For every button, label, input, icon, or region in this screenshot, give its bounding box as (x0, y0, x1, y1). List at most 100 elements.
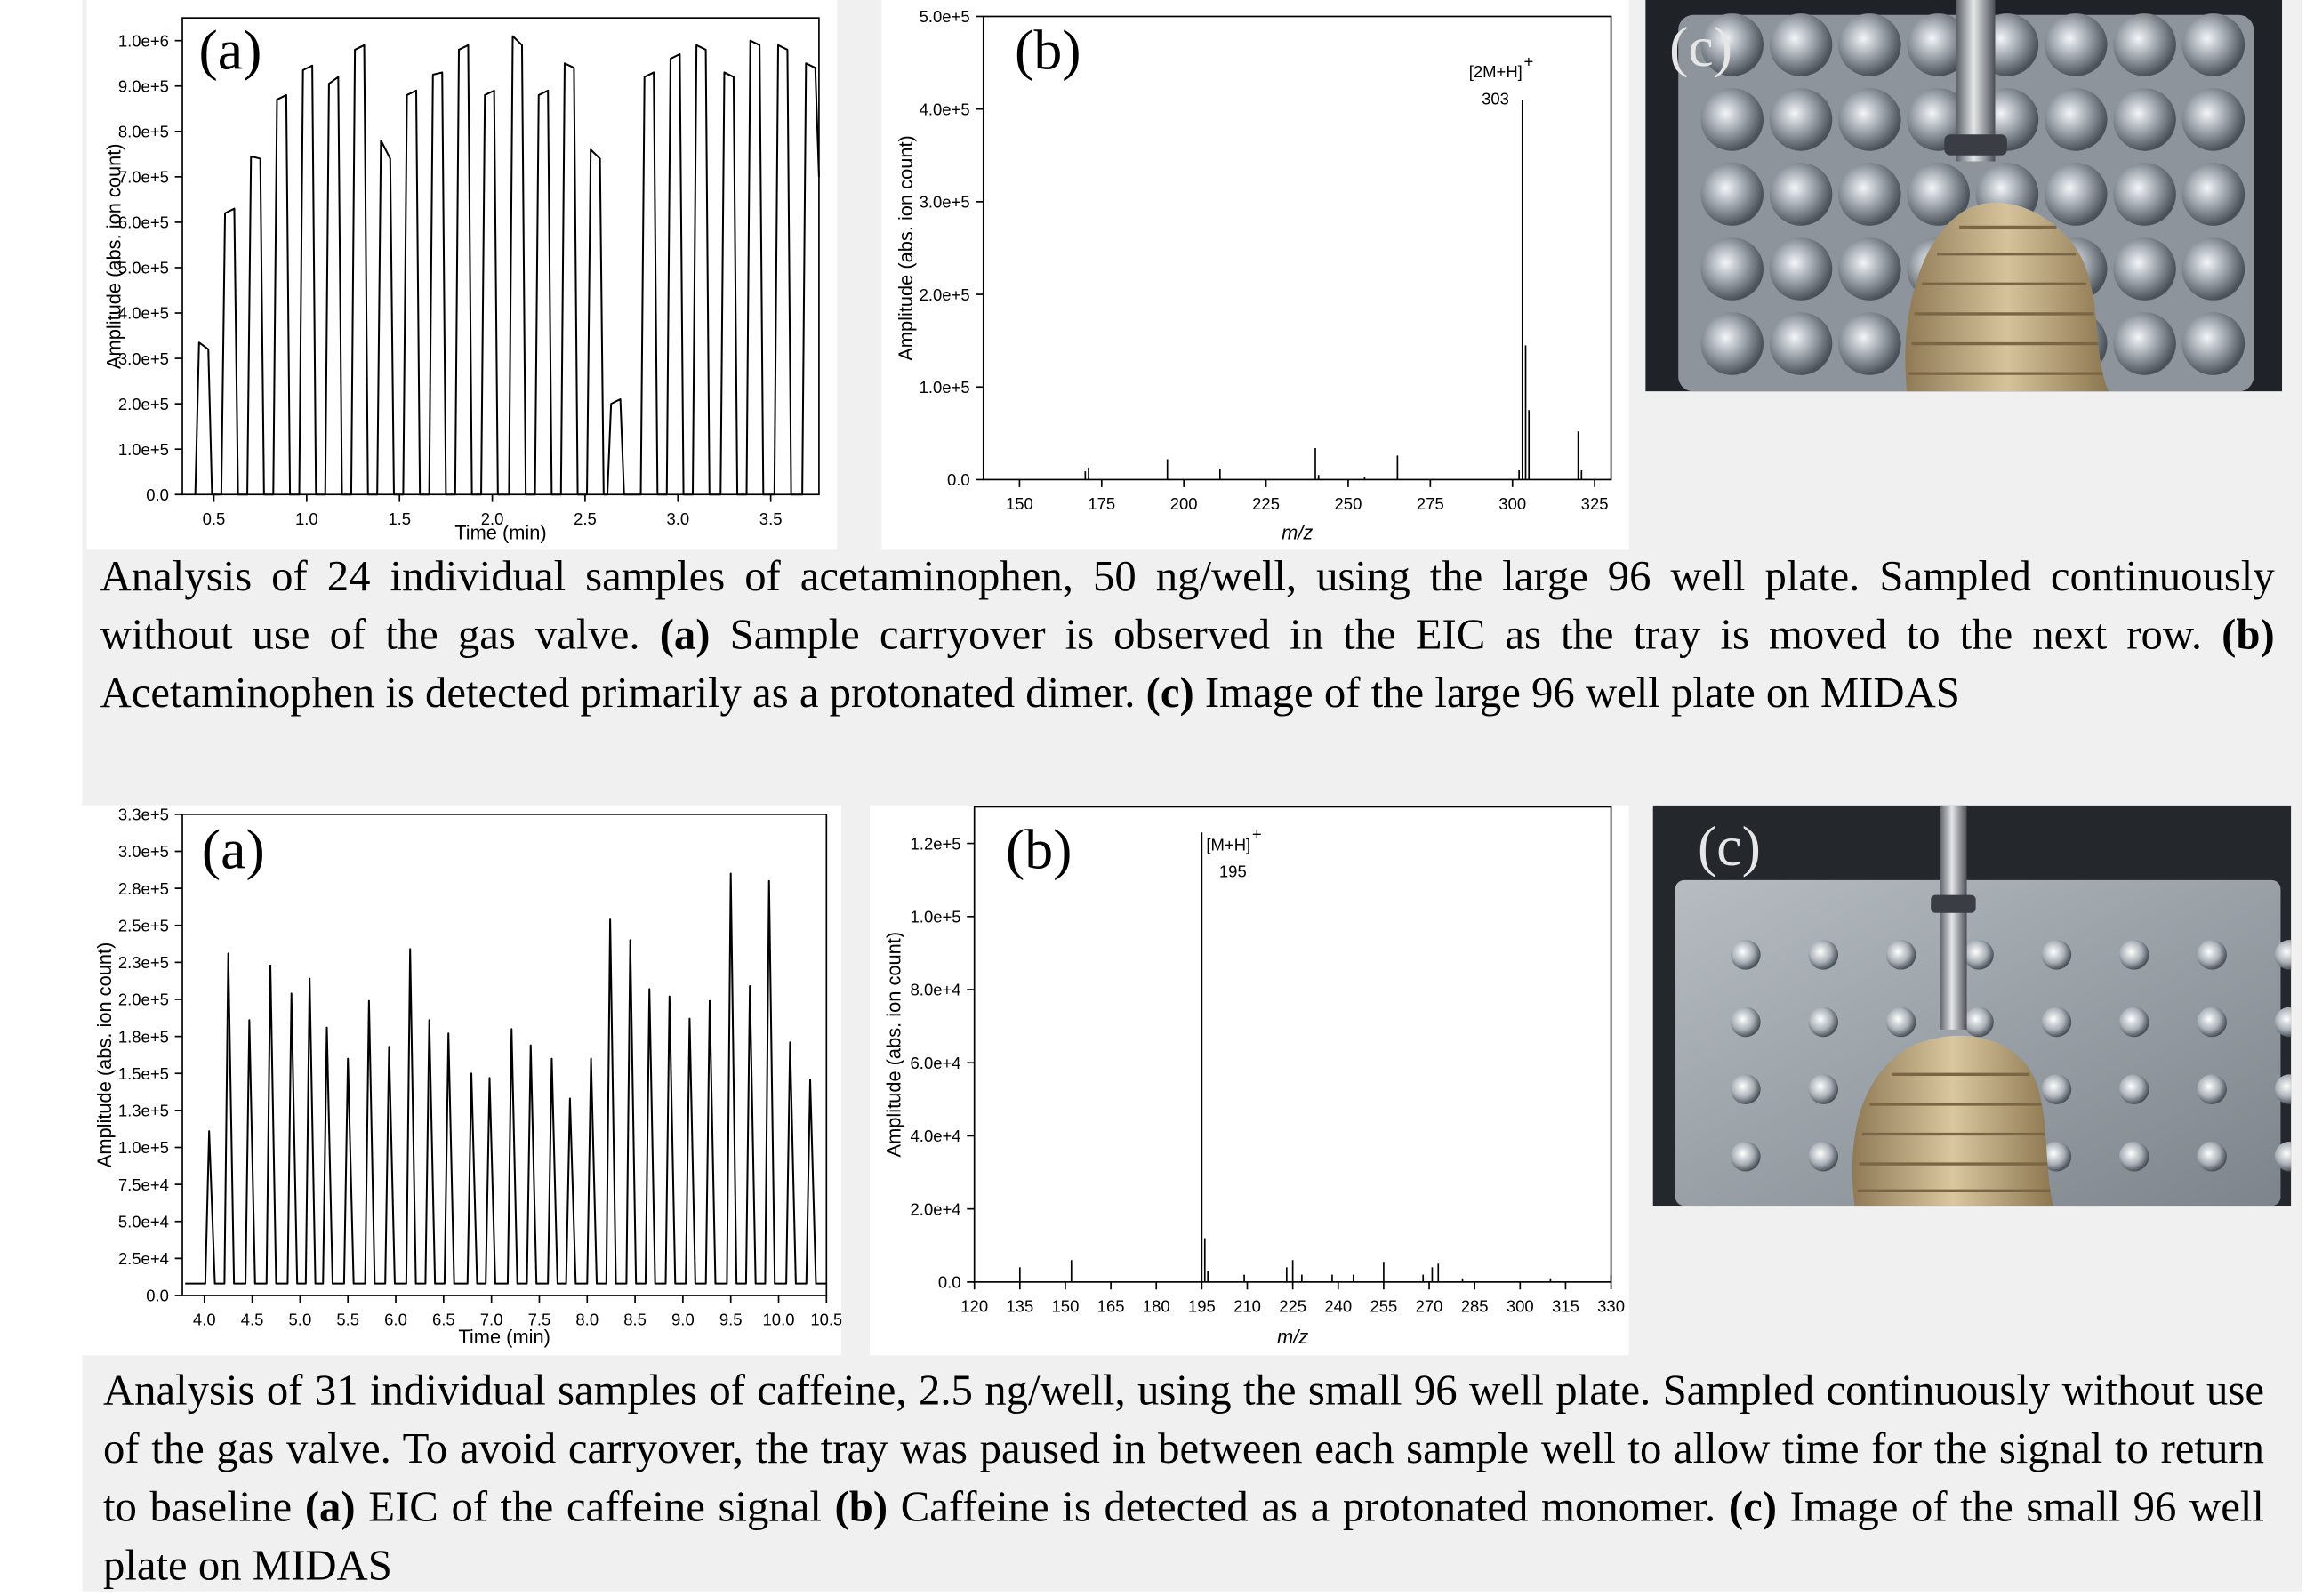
x-tick-label: 200 (1170, 494, 1198, 513)
panel-label: (b) (1006, 817, 1072, 880)
well (2197, 1074, 2227, 1104)
x-tick-label: 270 (1416, 1296, 1443, 1315)
y-tick-label: 5.0e+5 (920, 7, 970, 26)
y-tick-label: 5.0e+5 (118, 259, 169, 277)
well (2118, 1141, 2149, 1172)
y-tick-label: 1.0e+5 (920, 378, 970, 397)
y-tick-label: 7.0e+5 (118, 168, 169, 187)
panel-label: (c) (1669, 15, 1732, 78)
x-tick-label: 150 (1052, 1296, 1080, 1315)
x-axis-label: m/z (1277, 1326, 1308, 1348)
well (1769, 163, 1833, 226)
x-tick-label: 1.0 (295, 509, 318, 528)
x-tick-label: 1.5 (388, 509, 411, 528)
well (1700, 88, 1764, 151)
chart: 0.0 1.0e+5 2.0e+5 3.0e+5 4.0e+5 5.0e+5 150 175 2… (895, 7, 1612, 544)
x-tick-label: 255 (1370, 1296, 1397, 1315)
caption-text: Analysis of 31 individual samples of caf… (102, 1367, 2264, 1532)
x-tick-label: 2.0 (481, 509, 504, 528)
x-tick-label: 225 (1279, 1296, 1306, 1315)
well (1700, 163, 1764, 226)
well (2197, 1141, 2227, 1172)
y-tick-label: 4.0e+5 (920, 100, 970, 118)
annotation-superscript: + (1523, 52, 1533, 70)
well (1838, 13, 1901, 76)
well (2274, 1007, 2292, 1038)
x-tick-label: 9.5 (719, 1311, 743, 1329)
y-tick-label: 2.3e+5 (118, 953, 169, 972)
well (2197, 1007, 2227, 1038)
well (1808, 1007, 1839, 1038)
y-tick-label: 1.0e+5 (118, 440, 169, 459)
y-tick-label: 3.0e+5 (118, 349, 169, 368)
x-tick-label: 120 (960, 1296, 988, 1315)
y-tick-label: 1.5e+5 (118, 1064, 169, 1083)
x-tick-label: 6.5 (432, 1311, 455, 1329)
caption-text: (c) (1728, 1483, 1777, 1532)
well (1769, 237, 1833, 301)
x-tick-label: 325 (1581, 494, 1609, 513)
well (1731, 1007, 1761, 1038)
y-tick-label: 4.0e+4 (911, 1127, 961, 1145)
well (1700, 237, 1764, 301)
y-tick-label: 2.0e+5 (118, 990, 169, 1009)
y-axis-label: Amplitude (abs. ion count) (102, 143, 125, 369)
x-tick-label: 4.5 (241, 1311, 264, 1329)
well (2041, 1007, 2072, 1038)
y-tick-label: 2.0e+5 (920, 285, 970, 304)
y-tick-label: 8.0e+4 (911, 981, 961, 999)
caption-text: (a) (659, 611, 711, 660)
panel-label: (a) (199, 18, 262, 81)
well (1808, 940, 1839, 970)
caption-text: Analysis of 24 individual samples of ace… (100, 552, 2275, 660)
y-tick-label: 8.0e+5 (118, 123, 169, 141)
well (2197, 940, 2227, 970)
y-axis-label: Amplitude (abs. ion count) (93, 942, 116, 1168)
panel-label: (c) (1698, 814, 1761, 878)
x-tick-label: 7.5 (528, 1311, 551, 1329)
caption-text: (c) (1145, 669, 1194, 718)
caption-text: Sample carryover is observed in the EIC … (710, 611, 2222, 660)
annotation-label: 303 (1482, 89, 1509, 108)
x-tick-label: 6.0 (384, 1311, 407, 1329)
well (2113, 13, 2176, 76)
well (2041, 1074, 2072, 1104)
chart: 0.0 2.0e+4 4.0e+4 6.0e+4 8.0e+4 1.0e+5 1.2e+5 1… (883, 806, 1625, 1348)
x-tick-label: 250 (1335, 494, 1362, 513)
panel-label: (b) (1015, 18, 1081, 81)
y-tick-label: 2.5e+4 (118, 1249, 169, 1268)
panel-label: (a) (202, 817, 265, 880)
x-tick-label: 135 (1006, 1296, 1033, 1315)
x-tick-label: 5.5 (336, 1311, 359, 1329)
well (2181, 237, 2246, 301)
x-tick-label: 330 (1597, 1296, 1625, 1315)
caption-text: (b) (2222, 611, 2275, 660)
well (2181, 312, 2246, 375)
x-tick-label: 10.5 (810, 1311, 841, 1329)
well (2181, 88, 2246, 151)
well (2113, 312, 2176, 375)
x-tick-label: 175 (1088, 494, 1115, 513)
plot-frame (181, 814, 828, 1296)
x-axis-label: Time (min) (458, 1326, 550, 1348)
annotation-label: 195 (1219, 862, 1247, 881)
x-tick-label: 9.0 (671, 1311, 695, 1329)
well (2044, 163, 2108, 226)
x-tick-label: 3.5 (759, 509, 783, 528)
y-tick-label: 1.2e+5 (911, 834, 961, 853)
well (1769, 13, 1833, 76)
caption: Analysis of 31 individual samples of caf… (103, 1363, 2264, 1596)
well (1769, 88, 1833, 151)
well (2118, 940, 2149, 970)
caption-text: Caffeine is detected as a protonated mon… (888, 1483, 1729, 1532)
caption-text: Acetaminophen is detected primarily as a… (100, 669, 1146, 718)
x-tick-label: 2.5 (574, 509, 597, 528)
y-tick-label: 0.0 (146, 485, 169, 504)
well (2274, 1074, 2292, 1104)
well (2181, 163, 2246, 226)
y-tick-label: 5.0e+4 (118, 1212, 169, 1231)
x-tick-label: 210 (1233, 1296, 1261, 1315)
well (2274, 1141, 2292, 1172)
chart: 0.0 2.5e+4 5.0e+4 7.5e+4 1.0e+5 1.3e+5 1.5e+5 1… (93, 806, 841, 1348)
